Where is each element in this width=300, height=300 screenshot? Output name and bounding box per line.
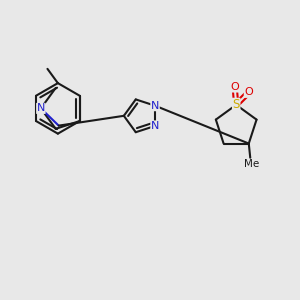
Text: N: N [37, 103, 45, 113]
Text: N: N [151, 101, 159, 111]
Text: Me: Me [244, 159, 260, 169]
Text: N: N [151, 121, 159, 131]
Text: S: S [232, 98, 240, 111]
Text: O: O [230, 82, 239, 92]
Text: O: O [244, 87, 253, 97]
